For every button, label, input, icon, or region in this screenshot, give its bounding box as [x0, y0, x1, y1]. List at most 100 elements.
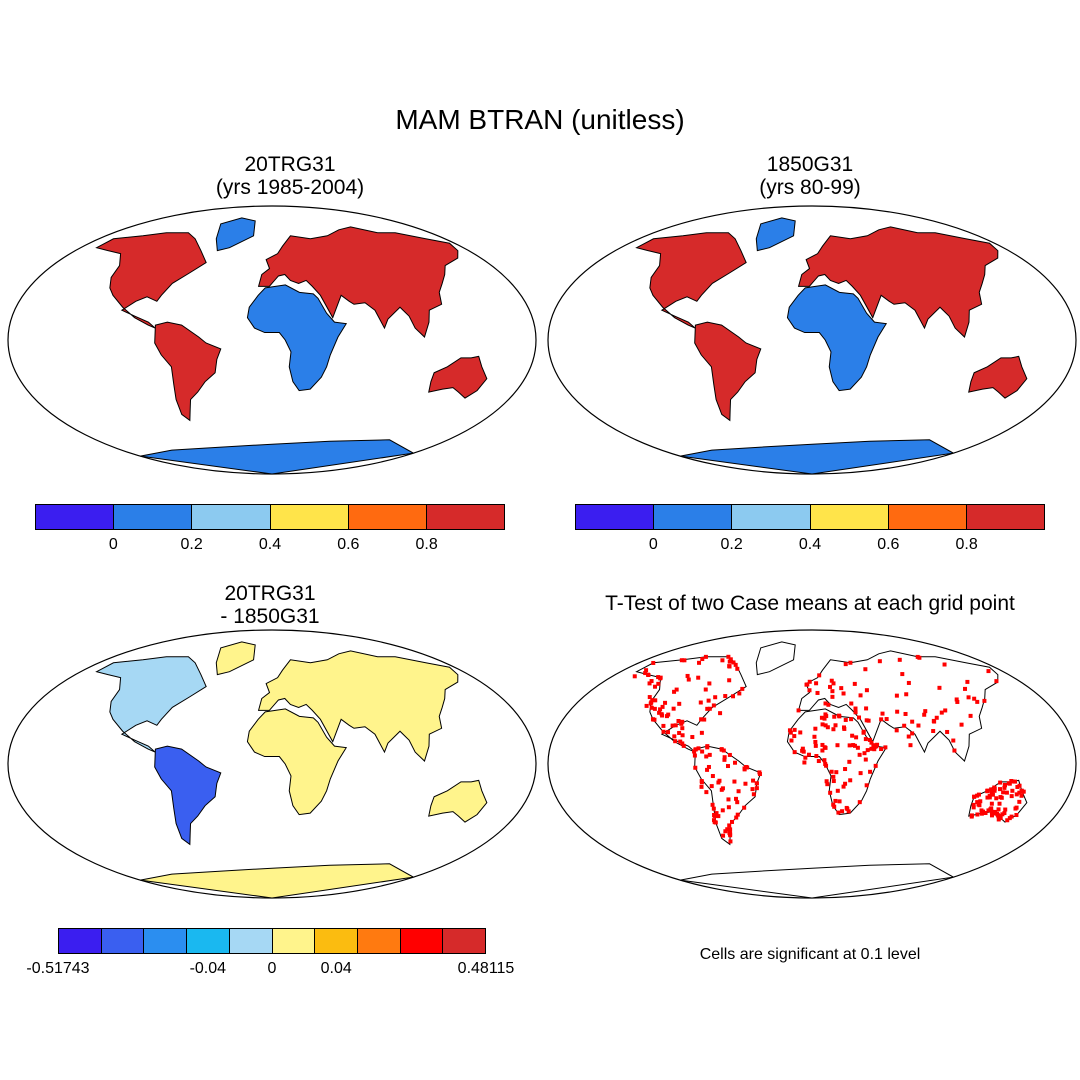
colorbar-abs-1-segment: [348, 505, 427, 529]
significant-cell: [997, 787, 1002, 792]
map-difference-landmass: [246, 708, 348, 816]
panel-2-title-line2: (yrs 80-99): [759, 176, 861, 199]
panel-2-title: 1850G31 (yrs 80-99): [610, 153, 1010, 199]
significant-cell: [848, 778, 853, 783]
colorbar-abs-2-segment: [576, 505, 655, 529]
significant-cell: [650, 698, 655, 703]
significant-cell: [864, 706, 869, 711]
significant-cell: [942, 662, 947, 667]
significant-cell: [916, 723, 921, 728]
significant-cell: [982, 698, 987, 703]
map-ttest-content: [547, 629, 1077, 899]
significant-cell: [711, 703, 716, 708]
significant-cell: [867, 737, 872, 742]
significant-cell: [845, 806, 850, 811]
significant-cell: [858, 693, 863, 698]
significant-cell: [789, 738, 794, 743]
significant-cell: [703, 654, 708, 659]
colorbar-abs-1: [35, 504, 505, 530]
significant-cell: [742, 805, 747, 810]
colorbar-abs-1-segment: [426, 505, 505, 529]
significant-cell: [986, 669, 991, 674]
map-1850g31-landmass: [797, 226, 999, 338]
map-20trg31-landmass: [246, 284, 348, 392]
map-1850g31-landmass: [635, 232, 747, 329]
significant-cell: [969, 814, 974, 819]
significant-cell: [972, 696, 977, 701]
significant-cell: [863, 757, 868, 762]
colorbar-diff-ticks-label: -0.04: [189, 960, 227, 977]
significant-cell: [852, 681, 857, 686]
significant-cell: [1002, 811, 1007, 816]
significant-cell: [814, 681, 819, 686]
significant-cell: [692, 749, 697, 754]
significant-cell: [650, 717, 655, 722]
significant-cell: [843, 767, 848, 772]
significant-cell: [677, 730, 682, 735]
significant-cell: [672, 689, 677, 694]
significant-cell: [843, 717, 848, 722]
significant-cell: [994, 796, 999, 801]
significant-cell: [1019, 793, 1024, 798]
significant-cell: [1007, 816, 1012, 821]
significant-cell: [850, 733, 855, 738]
significant-cell: [965, 679, 970, 684]
significant-cell: [796, 708, 801, 713]
significant-cell: [726, 797, 731, 802]
significant-cell: [922, 712, 927, 717]
significant-cell: [1003, 807, 1008, 812]
panel-4-title: T-Test of two Case means at each grid po…: [540, 592, 1080, 615]
significant-cell: [831, 802, 836, 807]
colorbar-diff-ticks: -0.51743 -0.04 0 0.04 0.48115: [26, 960, 514, 982]
significant-cell: [679, 658, 684, 663]
significant-cell: [792, 750, 797, 755]
map-1850g31-landmass: [680, 439, 955, 475]
significant-cell: [696, 746, 701, 751]
significant-cell: [971, 802, 976, 807]
significant-cell: [656, 681, 661, 686]
colorbar-abs-1-ticks-label: 0.6: [337, 536, 360, 553]
significant-cell: [676, 718, 681, 723]
significant-cell: [703, 687, 708, 692]
map-difference: [7, 629, 537, 899]
significant-cell: [937, 685, 942, 690]
significant-cell: [822, 716, 827, 721]
colorbar-abs-2-ticks-label: 0.6: [877, 536, 900, 553]
colorbar-diff-segment: [400, 929, 444, 953]
significant-cell: [720, 658, 725, 663]
significant-cell: [663, 700, 668, 705]
significant-cell: [824, 779, 829, 784]
significant-cell: [728, 839, 733, 844]
significant-cell: [985, 789, 990, 794]
significant-cell: [1009, 794, 1014, 799]
significant-cell: [989, 813, 994, 818]
map-1850g31: [547, 205, 1077, 475]
significant-cell: [830, 694, 835, 699]
significant-cell: [707, 681, 712, 686]
significant-cell: [702, 717, 707, 722]
significant-cell: [832, 714, 837, 719]
significant-cell: [849, 701, 854, 706]
significant-cell: [1010, 779, 1015, 784]
colorbar-diff-segment: [443, 929, 486, 953]
colorbar-diff-segment: [144, 929, 188, 953]
significant-cell: [966, 695, 971, 700]
significant-cell: [989, 787, 994, 792]
map-20trg31-landmass: [428, 355, 488, 399]
significant-cell: [712, 813, 717, 818]
significant-cell: [674, 687, 679, 692]
significant-cell: [975, 800, 980, 805]
significant-cell: [877, 659, 882, 664]
significant-cell: [830, 689, 835, 694]
significant-cell: [829, 769, 834, 774]
significant-cell: [906, 680, 911, 685]
significant-cell: [814, 754, 819, 759]
significant-cell: [822, 758, 827, 763]
significant-cell: [705, 706, 710, 711]
significant-cell: [722, 757, 727, 762]
significant-cell: [863, 737, 868, 742]
colorbar-abs-2-segment: [966, 505, 1045, 529]
significant-cell: [727, 678, 732, 683]
significant-cell: [823, 701, 828, 706]
significant-cell: [787, 728, 792, 733]
